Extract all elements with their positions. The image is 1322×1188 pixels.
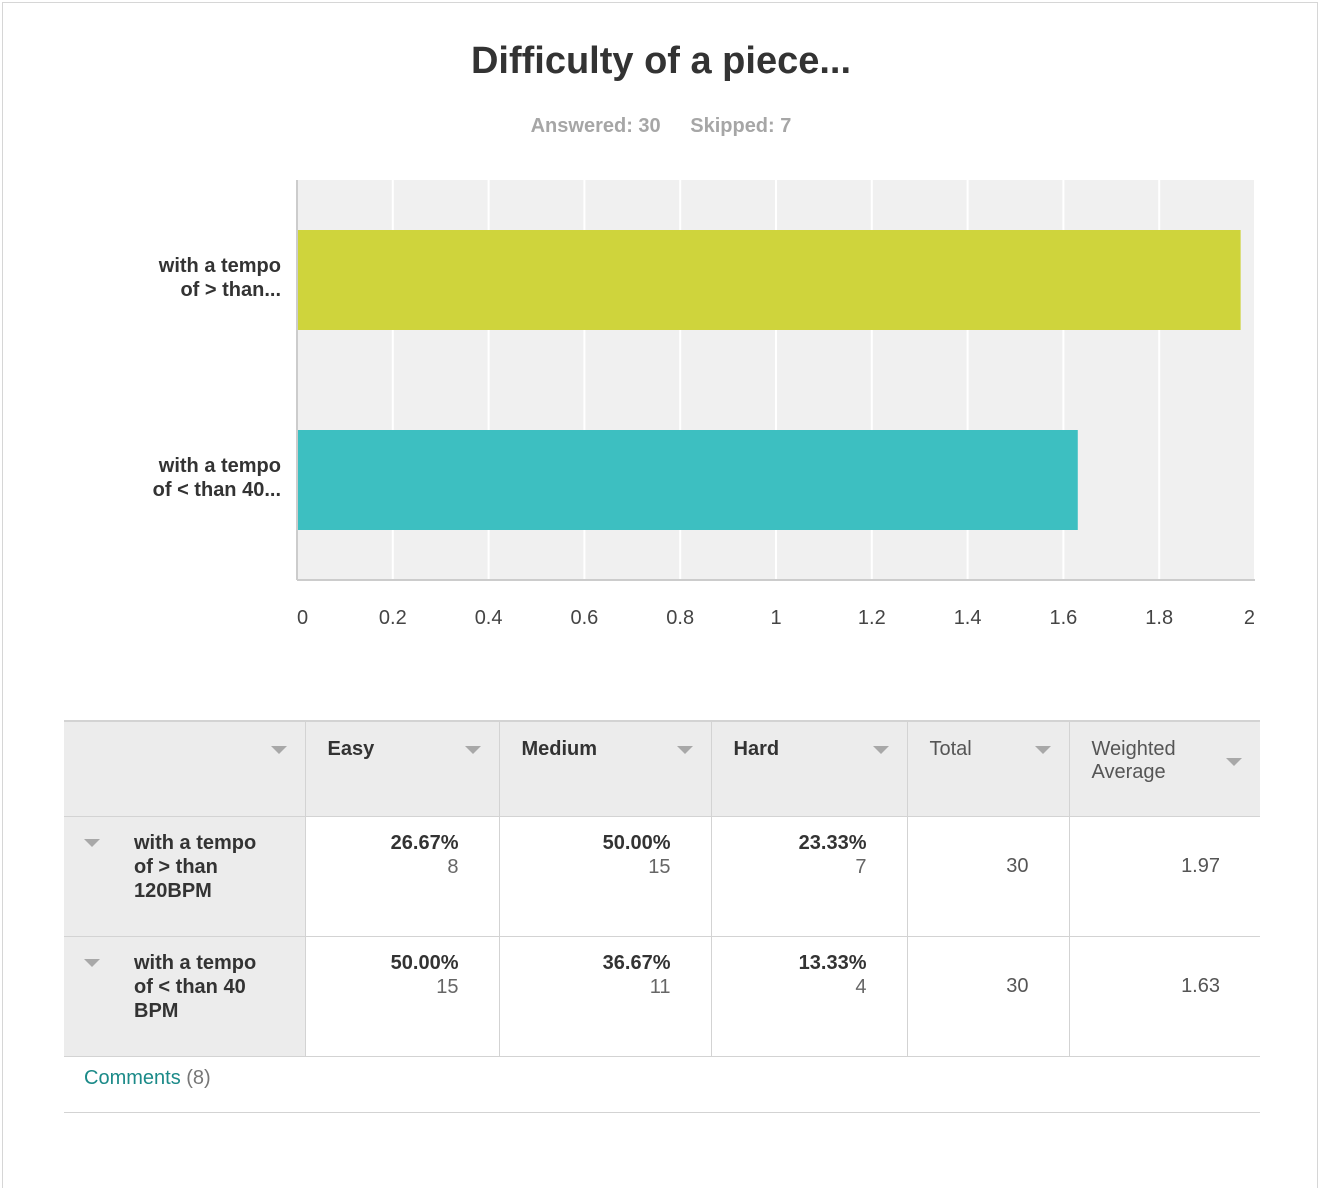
- sort-caret-icon[interactable]: [1226, 758, 1242, 766]
- y-category-label: with a tempo: [158, 455, 281, 477]
- cell-total: 30: [906, 816, 1070, 937]
- cell-easy: 26.67% 8: [304, 816, 500, 937]
- sort-caret-icon[interactable]: [270, 746, 287, 754]
- y-category-label: with a tempo: [158, 255, 281, 277]
- cell-total: 30: [906, 936, 1070, 1057]
- x-tick-label: 0.8: [666, 607, 694, 629]
- x-tick-label: 1.4: [954, 607, 982, 629]
- x-tick-label: 0: [297, 607, 308, 629]
- x-tick-label: 1.6: [1049, 607, 1077, 629]
- column-header-total[interactable]: Total: [906, 720, 1070, 817]
- answered-count: Answered: 30: [530, 115, 661, 137]
- table-row: with a tempo of < than 40 BPM 50.00% 15 3…: [64, 936, 1260, 1057]
- row-caret-icon[interactable]: [84, 959, 100, 967]
- x-tick-label: 1: [770, 607, 781, 629]
- bar: [298, 230, 1241, 330]
- cell-medium: 36.67% 11: [498, 936, 712, 1057]
- cell-medium: 50.00% 15: [498, 816, 712, 937]
- y-category-label: of < than 40...: [153, 479, 281, 501]
- cell-easy: 50.00% 15: [304, 936, 500, 1057]
- question-title: Difficulty of a piece...: [470, 40, 852, 82]
- x-tick-label: 0.4: [475, 607, 503, 629]
- y-category-label: of > than...: [180, 279, 281, 301]
- skipped-count: Skipped: 7: [690, 115, 792, 137]
- x-tick-label: 1.2: [858, 607, 886, 629]
- bar: [298, 430, 1078, 530]
- sort-caret-icon[interactable]: [676, 746, 693, 754]
- response-stats: Answered: 30 Skipped: 7: [0, 115, 1322, 138]
- cell-hard: 13.33% 4: [710, 936, 908, 1057]
- comments-link[interactable]: Comments: [84, 1067, 181, 1089]
- x-tick-label: 0.2: [379, 607, 407, 629]
- sort-caret-icon[interactable]: [872, 746, 889, 754]
- cell-weighted-average: 1.97: [1068, 816, 1260, 937]
- table-header-row: Easy Medium Hard Total Weighted Average: [64, 720, 1260, 817]
- column-header-easy[interactable]: Easy: [304, 720, 500, 817]
- sort-caret-icon[interactable]: [1034, 746, 1051, 754]
- x-tick-label: 2: [1244, 607, 1255, 629]
- x-tick-label: 0.6: [570, 607, 598, 629]
- column-header-medium[interactable]: Medium: [498, 720, 712, 817]
- row-caret-icon[interactable]: [84, 839, 100, 847]
- comments-section: Comments (8): [64, 1043, 1260, 1113]
- x-tick-label: 1.8: [1145, 607, 1173, 629]
- row-label[interactable]: with a tempo of > than 120BPM: [64, 816, 306, 937]
- column-header-label[interactable]: [64, 720, 306, 817]
- sort-caret-icon[interactable]: [464, 746, 481, 754]
- cell-weighted-average: 1.63: [1068, 936, 1260, 1057]
- results-table: Easy Medium Hard Total Weighted Average …: [64, 720, 1260, 1057]
- cell-hard: 23.33% 7: [710, 816, 908, 937]
- column-header-hard[interactable]: Hard: [710, 720, 908, 817]
- table-row: with a tempo of > than 120BPM 26.67% 8 50…: [64, 816, 1260, 937]
- column-header-weighted-average[interactable]: Weighted Average: [1068, 720, 1260, 817]
- row-label[interactable]: with a tempo of < than 40 BPM: [64, 936, 306, 1057]
- comments-count: (8): [186, 1067, 211, 1089]
